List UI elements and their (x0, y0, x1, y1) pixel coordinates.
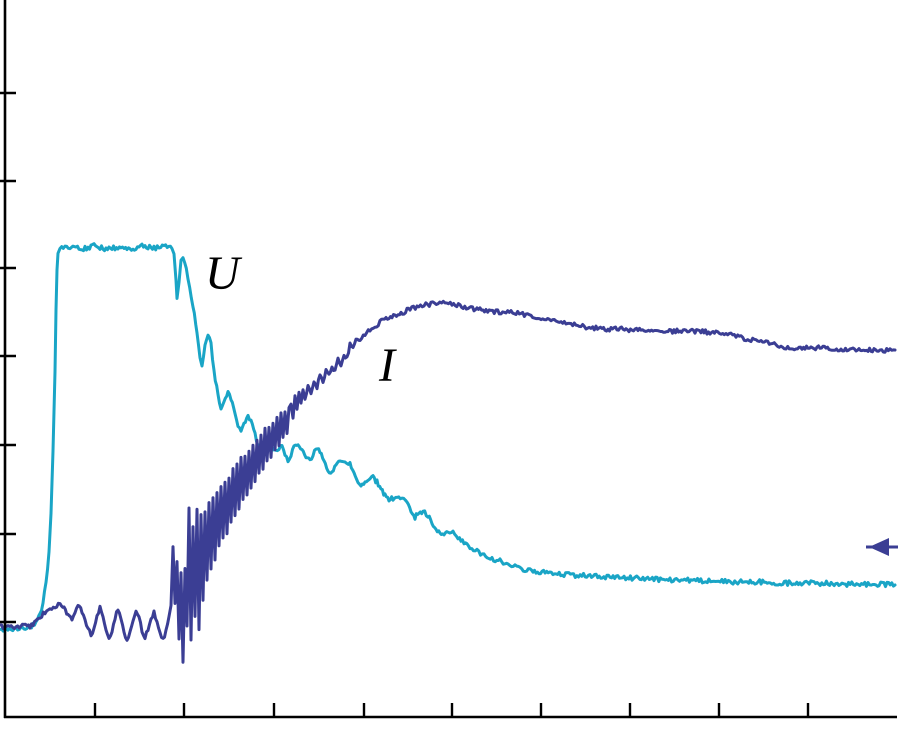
axes-layer (0, 0, 897, 719)
trace-I (0, 299, 897, 664)
trace-level-arrow-head (869, 538, 889, 556)
voltage-curve-label: U (205, 247, 240, 300)
current-curve-label: I (379, 339, 395, 392)
traces-layer (0, 242, 897, 664)
trace-U (0, 242, 897, 633)
trace-level-marker (866, 538, 898, 556)
